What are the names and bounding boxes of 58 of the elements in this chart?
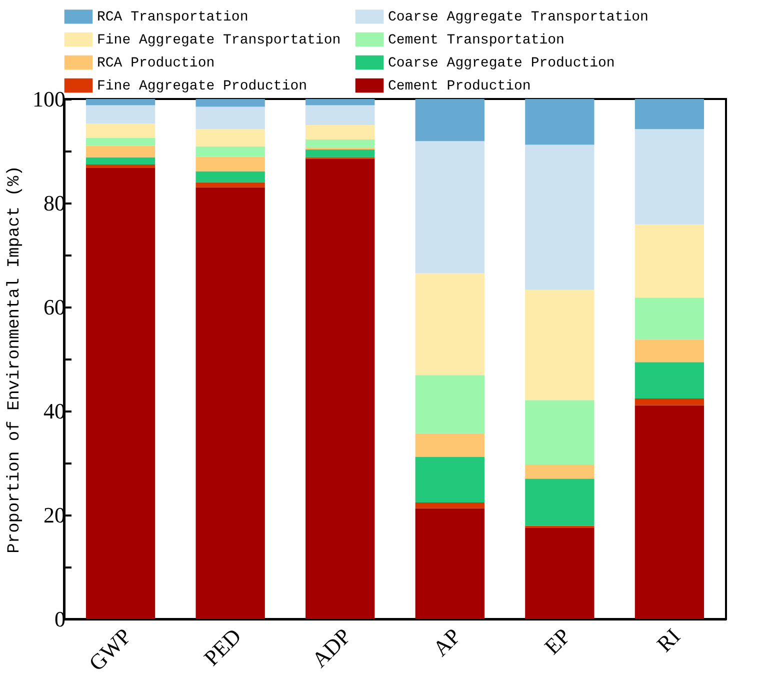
- bar: [415, 502, 484, 508]
- bar: [634, 224, 704, 298]
- x-tick-label: PED: [198, 623, 246, 670]
- bar: [196, 187, 265, 619]
- bar: [86, 157, 156, 165]
- bar: [86, 146, 156, 158]
- bar: [306, 125, 375, 140]
- bar: [634, 398, 704, 406]
- legend-label: Cement Transportation: [388, 32, 564, 48]
- bar: [415, 508, 484, 619]
- bar: [86, 168, 156, 619]
- bar: [196, 106, 265, 130]
- legend-label: Fine Aggregate Transportation: [97, 32, 341, 48]
- bar: [306, 149, 375, 158]
- bar: [86, 138, 156, 146]
- bar: [196, 171, 265, 182]
- bar: [634, 405, 704, 619]
- bar: [634, 362, 704, 399]
- bar: [415, 375, 484, 434]
- bar: [634, 298, 704, 340]
- bar: [196, 146, 265, 157]
- bar: [634, 339, 704, 362]
- bar: [86, 164, 156, 168]
- bar: [86, 105, 156, 124]
- bar: [86, 99, 156, 106]
- bar: [415, 433, 484, 457]
- bar: [525, 528, 594, 619]
- bar: [634, 129, 704, 224]
- bar: [196, 129, 265, 146]
- x-tick-label: RI: [652, 623, 686, 657]
- bar: [415, 273, 484, 376]
- bar: [525, 400, 594, 465]
- bar: [525, 144, 594, 290]
- bar: [306, 105, 375, 125]
- bar: [306, 140, 375, 148]
- bar: [634, 99, 704, 130]
- bar: [306, 99, 375, 106]
- legend-label: Fine Aggregate Production: [97, 78, 308, 94]
- legend-label: RCA Production: [97, 56, 215, 72]
- bar: [86, 123, 156, 138]
- legend-label: Coarse Aggregate Production: [388, 56, 615, 72]
- bar: [196, 156, 265, 172]
- bar: [415, 99, 484, 142]
- bar: [525, 478, 594, 526]
- bar: [306, 158, 375, 619]
- bar: [525, 464, 594, 479]
- bar: [415, 141, 484, 274]
- legend-label: Cement Production: [388, 78, 531, 94]
- bar: [415, 456, 484, 503]
- y-axis-title: Proportion of Environmental Impact (%): [6, 166, 24, 554]
- x-tick-label: EP: [539, 623, 576, 660]
- x-tick-label: AP: [428, 623, 466, 661]
- bar: [525, 290, 594, 400]
- legend-label: RCA Transportation: [97, 10, 248, 26]
- bar: [196, 99, 265, 107]
- bar: [525, 99, 594, 145]
- bar: [196, 182, 265, 188]
- legend-label: Coarse Aggregate Transportation: [388, 10, 648, 26]
